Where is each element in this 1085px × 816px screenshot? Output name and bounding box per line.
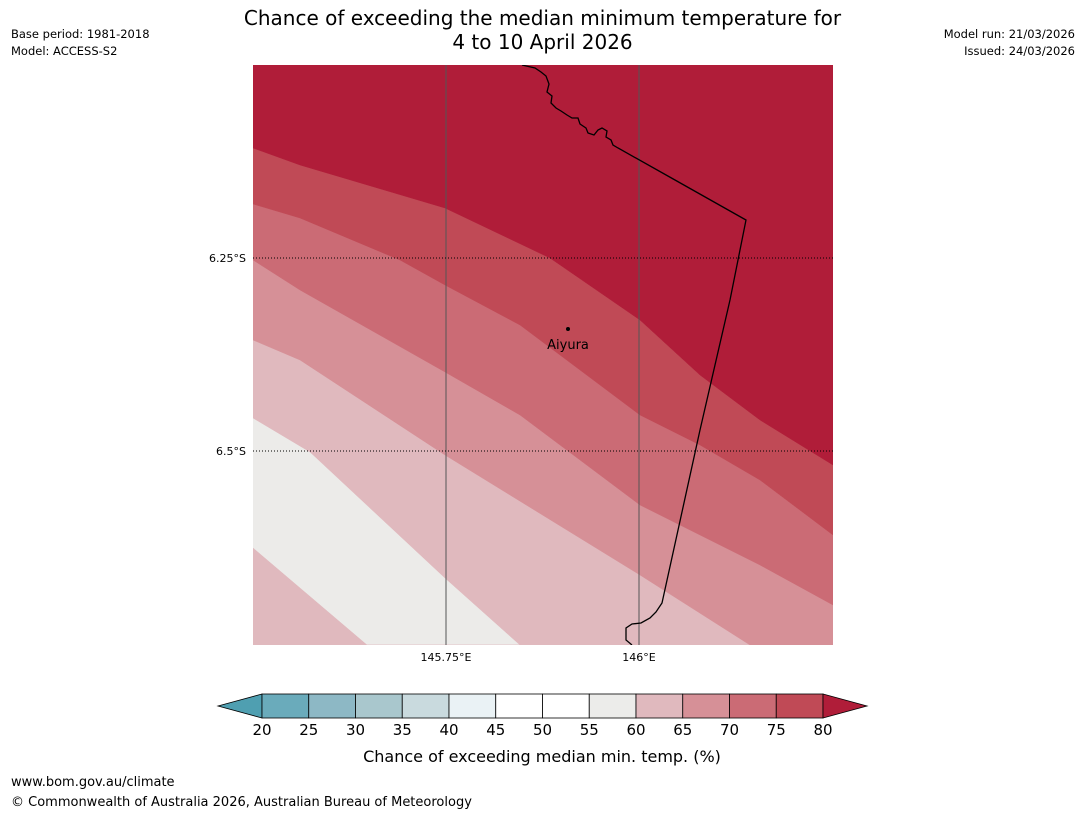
colorbar-over-arrow [822, 693, 869, 719]
aiyura-marker [566, 327, 570, 331]
colorbar-tick-25: 25 [299, 721, 318, 739]
colorbar-tick-60: 60 [626, 721, 645, 739]
colorbar-cell-70-75 [729, 693, 777, 719]
colorbar-cells [261, 693, 824, 719]
colorbar-cell-40-45 [448, 693, 497, 719]
colorbar-tick-30: 30 [346, 721, 365, 739]
colorbar-under-arrow [216, 693, 263, 719]
colorbar-cell-60-65 [635, 693, 684, 719]
colorbar-tick-70: 70 [720, 721, 739, 739]
colorbar-tick-50: 50 [533, 721, 552, 739]
province-boundary [521, 65, 747, 645]
colorbar-cell-20-25 [261, 693, 310, 719]
colorbar-cell-35-40 [401, 693, 450, 719]
meta-left: Base period: 1981-2018 Model: ACCESS-S2 [11, 26, 150, 60]
colorbar-cell-50-55 [542, 693, 590, 719]
colorbar-tick-40: 40 [439, 721, 458, 739]
colorbar-tick-20: 20 [252, 721, 271, 739]
model-text: Model: ACCESS-S2 [11, 44, 118, 58]
title-line-1: Chance of exceeding the median minimum t… [243, 6, 842, 30]
colorbar-label: Chance of exceeding median min. temp. (%… [363, 747, 721, 766]
colorbar-tick-35: 35 [393, 721, 412, 739]
map-area: Aiyura [253, 65, 833, 645]
colorbar-cell-65-70 [682, 693, 730, 719]
meta-right: Model run: 21/03/2026 Issued: 24/03/2026 [944, 26, 1075, 60]
colorbar-tick-65: 65 [673, 721, 692, 739]
model-run-text: Model run: 21/03/2026 [943, 27, 1075, 41]
footer-copyright: © Commonwealth of Australia 2026, Austra… [11, 795, 472, 810]
title-line-2: 4 to 10 April 2026 [452, 30, 633, 54]
chart-title: Chance of exceeding the median minimum t… [0, 6, 1085, 54]
aiyura-label: Aiyura [547, 338, 589, 353]
colorbar-cell-75-80 [775, 693, 824, 719]
issued-text: Issued: 24/03/2026 [964, 44, 1075, 58]
lon-label-146: 146°E [622, 651, 655, 664]
colorbar-tick-labels: 20 25 30 35 40 45 50 55 60 65 70 75 80 [252, 721, 832, 739]
footer-url[interactable]: www.bom.gov.au/climate [11, 775, 175, 790]
lon-label-145-75: 145.75°E [421, 651, 472, 664]
colorbar-tick-55: 55 [580, 721, 599, 739]
colorbar-cell-55-60 [588, 693, 637, 719]
colorbar-tick-80: 80 [813, 721, 832, 739]
base-period-text: Base period: 1981-2018 [11, 27, 150, 41]
colorbar-tick-45: 45 [486, 721, 505, 739]
colorbar-cell-30-35 [355, 693, 403, 719]
band-above-80 [253, 65, 833, 466]
colorbar-cell-25-30 [308, 693, 356, 719]
colorbar: 20 25 30 35 40 45 50 55 60 65 70 75 80 Chance of exc… [216, 693, 869, 766]
lat-label-6-25: 6.25°S [209, 252, 246, 265]
colorbar-cell-45-50 [495, 693, 543, 719]
colorbar-tick-75: 75 [767, 721, 786, 739]
lat-label-6-5: 6.5°S [216, 445, 246, 458]
